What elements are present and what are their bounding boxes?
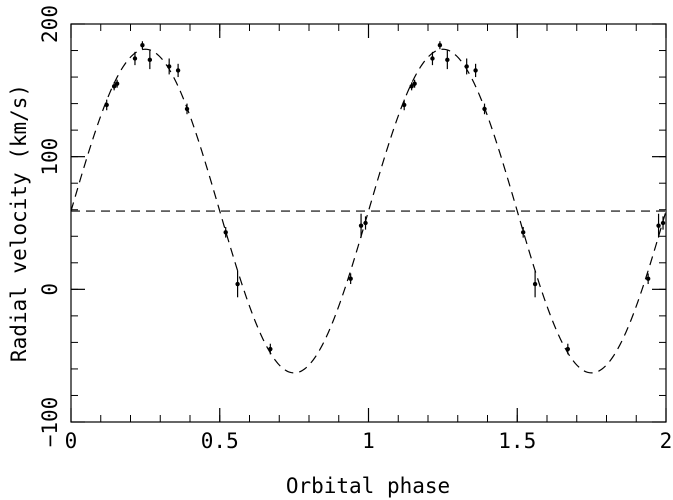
x-tick-label: 0 xyxy=(65,429,78,453)
x-tick-label: 0.5 xyxy=(201,429,239,453)
data-point xyxy=(132,51,138,66)
data-marker xyxy=(184,106,190,112)
data-marker xyxy=(147,57,153,63)
data-point xyxy=(464,58,469,75)
y-tick-label: 100 xyxy=(38,138,62,176)
data-marker xyxy=(660,220,666,226)
data-point xyxy=(104,99,109,111)
data-point xyxy=(412,79,417,88)
data-point xyxy=(565,343,571,355)
fit-curve xyxy=(70,48,667,374)
y-tick-labels: −100 0 100 200 xyxy=(38,5,62,447)
data-point xyxy=(473,63,478,78)
data-point xyxy=(409,82,414,91)
data-point xyxy=(268,343,273,355)
x-tick-label: 1 xyxy=(362,429,375,453)
x-tick-labels: 0 0.5 1 1.5 2 xyxy=(65,429,673,453)
data-marker xyxy=(363,220,368,226)
data-point xyxy=(184,103,190,115)
data-marker xyxy=(348,276,353,281)
data-marker xyxy=(223,230,228,235)
data-marker xyxy=(445,57,450,63)
y-axis-title: Radial velocity (km/s) xyxy=(7,84,31,362)
data-marker xyxy=(402,102,407,108)
data-marker xyxy=(645,276,651,281)
data-marker xyxy=(412,81,417,86)
data-point xyxy=(437,41,443,50)
data-point xyxy=(482,103,487,115)
data-point xyxy=(348,273,353,285)
data-point xyxy=(521,226,526,238)
y-tick-label: −100 xyxy=(38,397,62,448)
data-marker xyxy=(409,84,414,89)
data-point xyxy=(114,79,120,88)
data-point xyxy=(660,216,666,230)
data-point xyxy=(363,216,368,230)
data-point xyxy=(445,50,450,70)
data-marker xyxy=(114,81,120,86)
data-point xyxy=(147,50,153,70)
data-marker xyxy=(166,64,172,69)
data-point xyxy=(532,270,538,298)
data-point xyxy=(175,63,181,78)
data-point xyxy=(166,58,172,75)
x-axis-title: Orbital phase xyxy=(286,474,450,498)
data-marker xyxy=(482,106,487,112)
data-marker xyxy=(175,68,181,73)
data-marker xyxy=(437,43,443,48)
data-point xyxy=(430,51,435,66)
data-marker xyxy=(268,346,273,352)
major-ticks xyxy=(70,23,667,423)
data-marker xyxy=(104,102,109,108)
data-marker xyxy=(521,230,526,235)
data-point xyxy=(223,226,228,238)
data-point xyxy=(111,82,117,91)
data-marker xyxy=(140,43,145,48)
x-tick-label: 1.5 xyxy=(498,429,536,453)
data-marker xyxy=(464,64,469,69)
x-tick-label: 2 xyxy=(660,429,673,453)
y-tick-label: 0 xyxy=(38,283,62,296)
y-tick-label: 200 xyxy=(38,5,62,43)
data-point xyxy=(645,273,651,285)
data-point xyxy=(656,213,661,238)
data-points xyxy=(104,41,666,355)
data-point xyxy=(235,270,240,298)
data-marker xyxy=(473,68,478,73)
data-marker xyxy=(656,223,661,228)
data-marker xyxy=(111,84,117,89)
data-point xyxy=(140,41,145,50)
data-marker xyxy=(430,56,435,61)
data-marker xyxy=(532,281,538,287)
data-marker xyxy=(132,56,138,61)
data-point xyxy=(402,99,407,111)
data-marker xyxy=(235,281,240,287)
data-marker xyxy=(565,346,571,352)
data-point xyxy=(358,213,364,238)
data-marker xyxy=(358,223,364,228)
